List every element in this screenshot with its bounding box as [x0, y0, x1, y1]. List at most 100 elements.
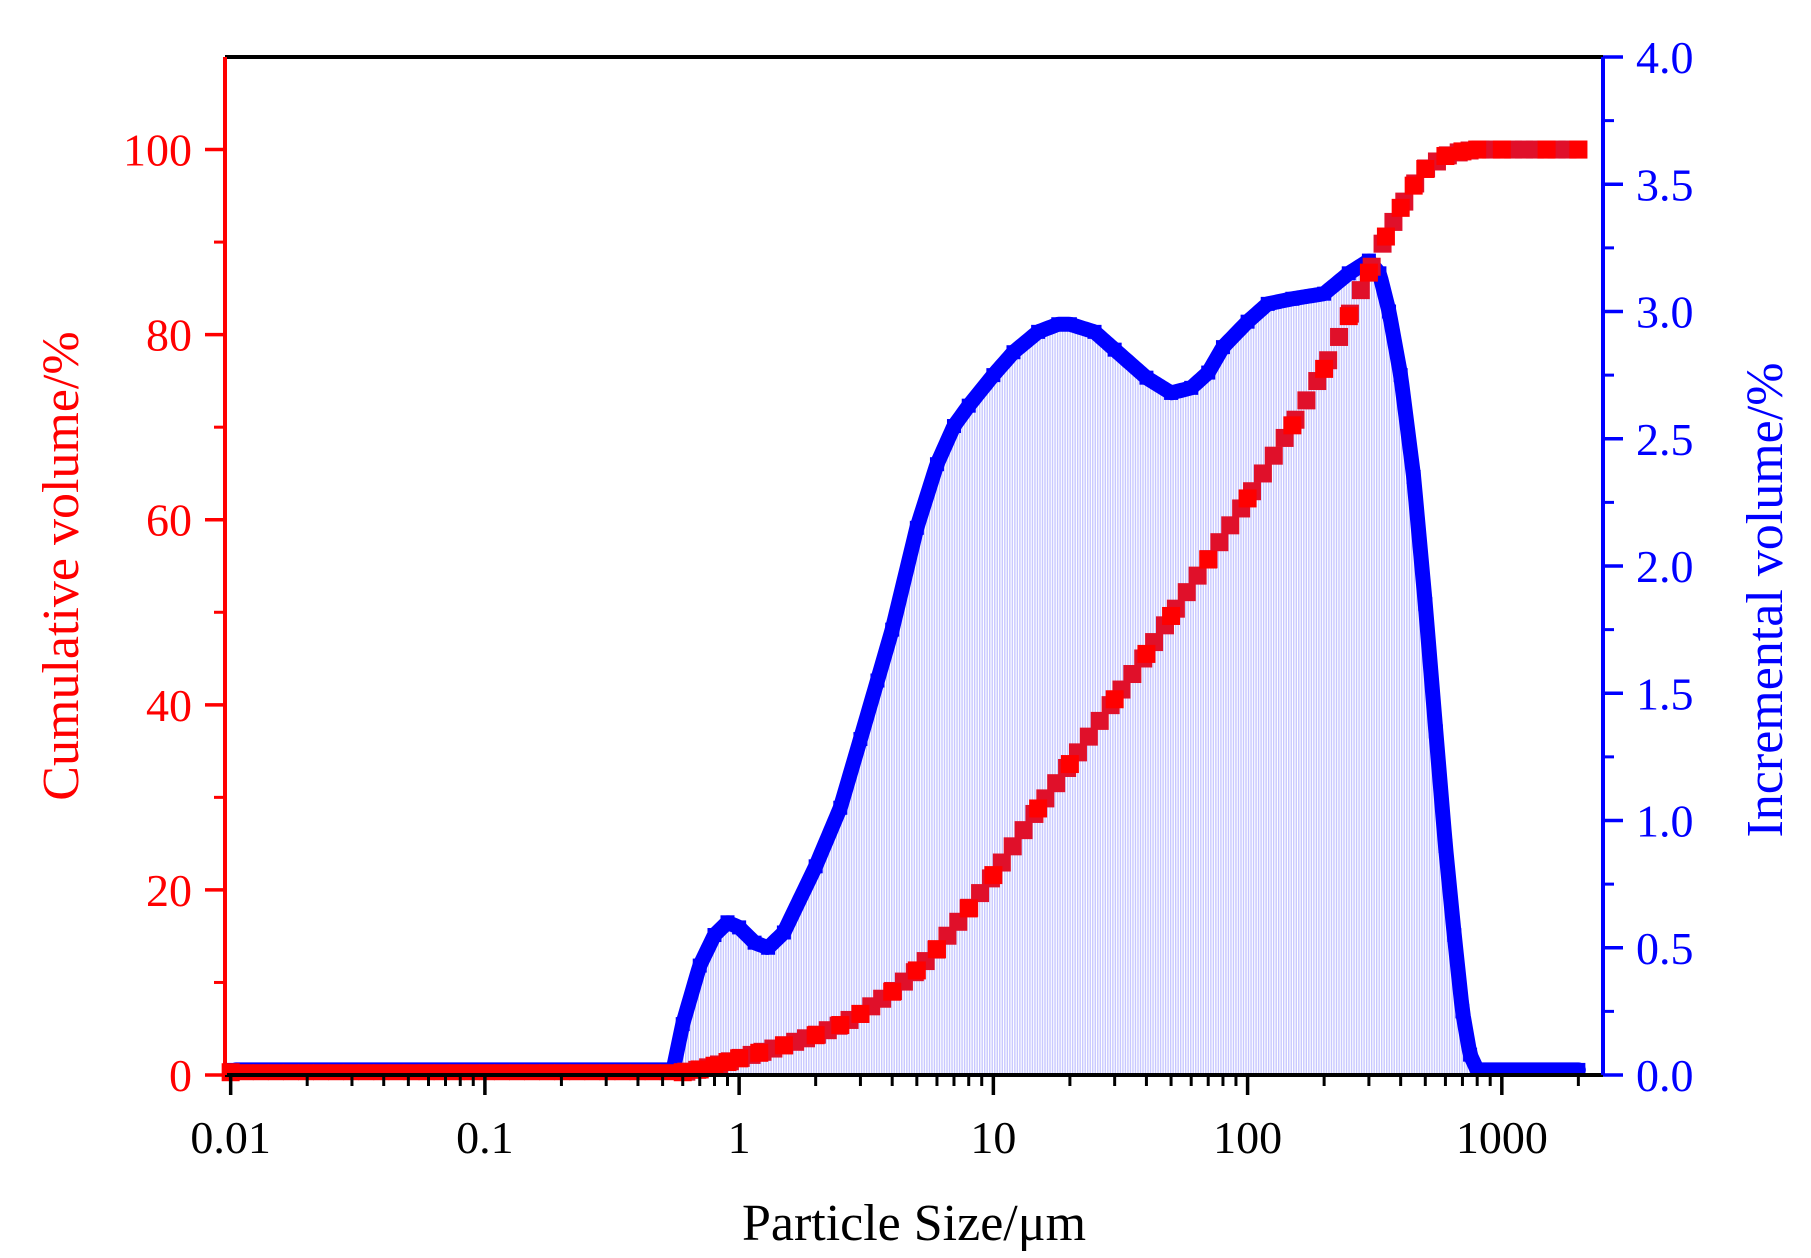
incremental-point	[1164, 385, 1179, 400]
cumulative-point	[774, 1036, 793, 1055]
y-right-tick-label: 3.0	[1636, 287, 1694, 338]
cumulative-point	[1238, 489, 1257, 508]
incremental-point	[707, 928, 722, 943]
incremental-point	[675, 1017, 690, 1032]
x-tick-label: 0.01	[190, 1112, 271, 1163]
x-tick-label: 0.1	[456, 1112, 514, 1163]
cumulative-marker-flat	[433, 1064, 450, 1081]
y-right-tick-label: 1.0	[1636, 796, 1694, 847]
y-right-tick-label: 2.5	[1636, 414, 1694, 465]
cumulative-point	[1339, 307, 1358, 326]
y-axis-left-title: Cumulative volume/%	[33, 331, 90, 800]
y-left-tick-label: 40	[146, 680, 192, 731]
cumulative-point	[1199, 550, 1218, 569]
incremental-point	[1470, 1062, 1485, 1075]
incremental-point	[1139, 370, 1154, 385]
incremental-point	[1447, 928, 1462, 943]
cumulative-marker-flat	[267, 1064, 284, 1081]
cumulative-point	[883, 982, 902, 1001]
cumulative-marker	[1221, 516, 1240, 535]
cumulative-point	[1468, 140, 1487, 159]
incremental-point	[808, 859, 823, 874]
cumulative-marker-flat	[252, 1064, 269, 1081]
cumulative-point	[1162, 606, 1181, 625]
cumulative-marker	[1253, 464, 1272, 483]
y-right-tick-label: 0.0	[1636, 1050, 1694, 1101]
x-axis-title: Particle Size/μm	[742, 1195, 1086, 1252]
cumulative-marker	[1210, 533, 1229, 552]
incremental-point	[1406, 469, 1421, 484]
incremental-point	[833, 800, 848, 815]
cumulative-point	[851, 1004, 870, 1023]
incremental-point	[747, 935, 762, 950]
incremental-point	[946, 419, 961, 434]
cumulative-point	[1404, 176, 1423, 195]
cumulative-marker-flat	[584, 1064, 601, 1081]
incremental-point	[1341, 266, 1356, 281]
cumulative-point	[1436, 147, 1455, 166]
cumulative-marker	[1047, 774, 1066, 793]
incremental-point	[776, 925, 791, 940]
y-left-tick-label: 60	[146, 495, 192, 546]
incremental-point	[986, 368, 1001, 383]
incremental-point	[1184, 380, 1199, 395]
incremental-point	[1006, 345, 1021, 360]
incremental-point	[1438, 838, 1453, 853]
y-right-tick-label: 1.5	[1636, 668, 1694, 719]
cumulative-point	[1029, 799, 1048, 818]
incremental-point	[1418, 597, 1433, 612]
cumulative-point	[1359, 263, 1378, 282]
cumulative-marker-flat	[358, 1064, 375, 1081]
incremental-point	[1201, 365, 1216, 380]
incremental-point	[692, 958, 707, 973]
cumulative-marker-flat	[493, 1064, 510, 1081]
incremental-point	[1285, 291, 1300, 306]
cumulative-marker-flat	[569, 1064, 586, 1081]
incremental-point	[909, 520, 924, 535]
cumulative-point	[1537, 140, 1556, 159]
cumulative-marker-flat	[539, 1064, 556, 1081]
cumulative-marker-flat	[403, 1064, 420, 1081]
incremental-point	[1260, 296, 1275, 311]
cumulative-marker-flat	[388, 1064, 405, 1081]
incremental-point	[1463, 1047, 1478, 1062]
cumulative-marker	[1384, 212, 1403, 231]
y-left-tick-label: 100	[123, 125, 192, 176]
y-right-tick-label: 3.5	[1636, 159, 1694, 210]
cumulative-point	[907, 961, 926, 980]
cumulative-marker	[1090, 711, 1109, 730]
cumulative-marker-flat	[478, 1064, 495, 1081]
y-right-tick-label: 2.0	[1636, 541, 1694, 592]
cumulative-marker	[971, 884, 990, 903]
cumulative-point	[1137, 644, 1156, 663]
cumulative-marker	[1177, 583, 1196, 602]
incremental-point	[853, 732, 868, 747]
axis-ticks: 0.01 0.1 1 10 100 1000 0 20 40 60 80 100 0.0 0.5 1.0 1.…	[123, 32, 1694, 1163]
incremental-point	[1571, 1062, 1586, 1075]
cumulative-marker	[1330, 327, 1349, 346]
cumulative-point	[730, 1049, 749, 1068]
incremental-point	[1031, 324, 1046, 339]
incremental-point	[961, 398, 976, 413]
incremental-point	[1062, 317, 1077, 332]
cumulative-marker	[1297, 391, 1316, 410]
cumulative-point	[1105, 690, 1124, 709]
cumulative-marker-flat	[524, 1064, 541, 1081]
cumulative-marker-flat	[373, 1064, 390, 1081]
incremental-point	[1051, 317, 1066, 332]
y-left-tick-label: 0	[169, 1050, 192, 1101]
incremental-point	[1215, 340, 1230, 355]
incremental-point	[732, 920, 747, 935]
cumulative-marker	[1014, 821, 1033, 840]
cumulative-point	[984, 866, 1003, 885]
y-left-tick-label: 80	[146, 310, 192, 361]
y-right-tick-label: 0.5	[1636, 923, 1694, 974]
incremental-point	[1382, 304, 1397, 319]
y-left-tick-label: 20	[146, 865, 192, 916]
cumulative-marker-flat	[418, 1064, 435, 1081]
incremental-point	[720, 915, 735, 930]
cumulative-point	[1416, 159, 1435, 178]
cumulative-marker	[1264, 446, 1283, 465]
